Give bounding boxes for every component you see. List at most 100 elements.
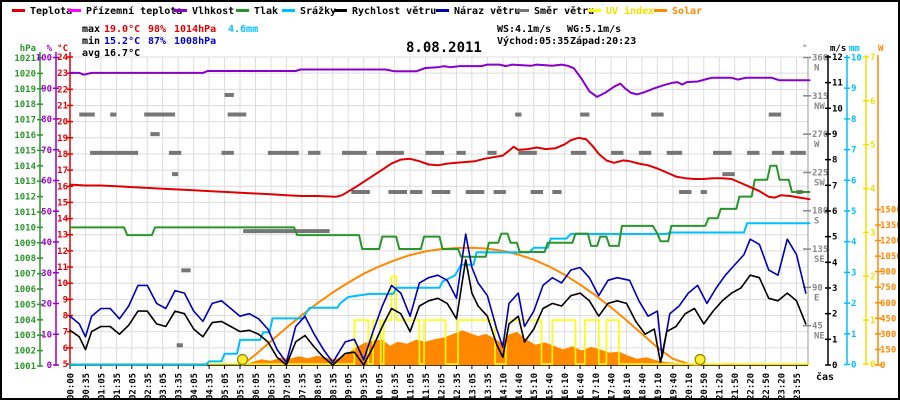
tick-label: 10 [57, 279, 68, 289]
uv-index-swatch-icon [588, 9, 601, 12]
page-title: 8.08.2011 [406, 40, 482, 56]
stat-min-label: min [82, 36, 101, 47]
tick-label: W [878, 44, 884, 54]
tick-label: 22:50 [762, 373, 772, 400]
tick-label: 270 [812, 130, 828, 140]
tick-label: 3 [851, 268, 856, 278]
tick-label: 07:35 [298, 373, 308, 400]
tick-label: 6 [63, 344, 68, 354]
tick-label: 1016 [14, 131, 36, 141]
tick-label: 1006 [14, 285, 36, 295]
tick-label: 16 [57, 182, 68, 192]
tick-label: 7 [832, 181, 837, 191]
rychlost-vetru-swatch-icon [334, 9, 347, 12]
tick-label: 11 [57, 263, 68, 273]
tick-label: 9 [63, 295, 68, 305]
tick-label: 1 [832, 335, 837, 345]
series-rychlost-v-tru [69, 258, 807, 366]
series-vlhkost [69, 63, 811, 98]
tick-label: 22:20 [747, 373, 757, 400]
tick-label: 150 [880, 345, 896, 355]
stat-min-pressure: 1008hPa [174, 36, 217, 47]
tick-label: 17:10 [592, 373, 602, 400]
legend-item-srazky: Srážky [282, 6, 336, 17]
stat-max-humidity: 98% [148, 24, 167, 35]
tick-label: 1014 [14, 162, 36, 172]
tick-label: 20 [57, 118, 68, 128]
tick-label: 180 [812, 207, 828, 217]
tick-label: 1005 [14, 300, 36, 310]
tlak-swatch-icon [236, 9, 249, 12]
tick-label: 18 [57, 150, 68, 160]
sun-marker-icon [236, 353, 249, 366]
tick-label: 9 [832, 130, 837, 140]
tick-label: 15:40 [546, 373, 556, 400]
srazky-swatch-icon [282, 9, 295, 12]
tick-label: % [47, 44, 53, 54]
tick-label: 04:05 [190, 373, 200, 400]
stat-wind-speed: WS:4.1m/s [497, 24, 552, 35]
tick-label: 09:35 [360, 373, 370, 400]
tick-label: mm [849, 44, 860, 54]
tick-label: 18:10 [623, 373, 633, 400]
stat-max-label: max [82, 24, 101, 35]
tick-label: 1 [870, 316, 875, 326]
vlhkost-swatch-icon [174, 9, 187, 12]
tick-label: 23:55 [793, 373, 803, 400]
legend-item-solar: Solar [654, 6, 702, 17]
sun-marker-icon [694, 353, 706, 366]
tick-label: 450 [880, 314, 896, 324]
stat-min-humidity: 87% [148, 36, 167, 47]
tick-label: 1003 [14, 331, 36, 341]
tick-label: 07:05 [283, 373, 293, 400]
tick-label: 1013 [14, 177, 36, 187]
solar-swatch-icon [654, 9, 667, 12]
tick-label: 03:05 [159, 373, 169, 400]
tick-label: 1021 [14, 54, 36, 64]
tick-label: 00:00 [67, 373, 77, 400]
tick-label: 1008 [14, 254, 36, 264]
tick-label: 8 [851, 115, 856, 125]
tick-label: 360 [812, 53, 828, 63]
tick-label: 23 [57, 69, 68, 79]
tick-label: 2 [870, 272, 875, 282]
tick-label: 900 [880, 268, 896, 278]
tick-label: E [814, 293, 819, 303]
legend-item-tlak: Tlak [236, 6, 278, 17]
tick-label: 90 [41, 84, 52, 94]
tick-label: 22 [57, 85, 68, 95]
tick-label: 2 [851, 299, 856, 309]
tick-label: 9 [851, 84, 856, 94]
prizemni-teplota-swatch-icon [68, 9, 81, 12]
tick-label: 06:35 [267, 373, 277, 400]
tick-label: 1 [851, 330, 856, 340]
stat-wind-gust: WG:5.1m/s [567, 24, 622, 35]
tick-label: 17:40 [607, 373, 617, 400]
tick-label: 1020 [14, 69, 36, 79]
tick-label: 13 [57, 231, 68, 241]
tick-label: 02:35 [144, 373, 154, 400]
tick-label: SW [814, 178, 825, 188]
smer-vetru-swatch-icon [516, 9, 529, 12]
tick-label: 45 [812, 322, 823, 332]
tick-label: 12:05 [437, 373, 447, 400]
tick-label: 1002 [14, 347, 36, 357]
tick-label: 1009 [14, 239, 36, 249]
tick-label: čas [816, 371, 834, 383]
tick-label: 0 [832, 361, 837, 371]
tick-label: 0 [47, 361, 52, 371]
legend-item-smer-vetru: Směr větru [516, 6, 594, 17]
tick-label: 5 [832, 233, 837, 243]
tick-label: 03:35 [175, 373, 185, 400]
naraz-vetru-swatch-icon [436, 9, 449, 12]
tick-label: SE [814, 255, 825, 265]
tick-label: 1011 [14, 208, 36, 218]
tick-label: 90 [812, 283, 823, 293]
stat-rain-total: 4.6mm [228, 24, 259, 35]
tick-label: 1500 [880, 205, 900, 215]
tick-label: 14 [57, 215, 68, 225]
tick-label: NE [814, 332, 825, 342]
